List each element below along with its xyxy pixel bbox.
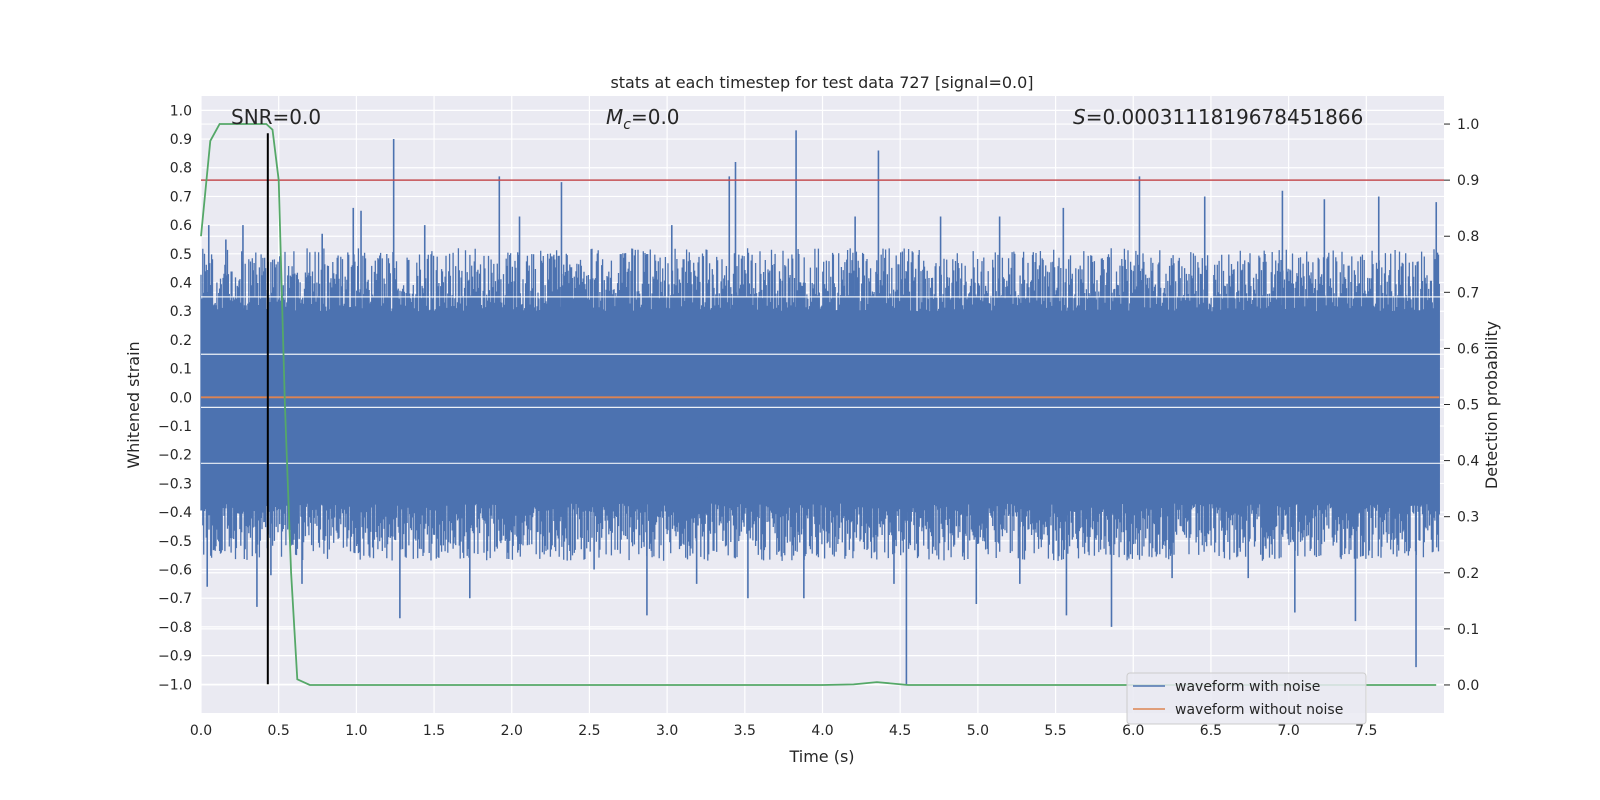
y2-tick-label: 0.0 xyxy=(1457,678,1479,694)
y-tick-label: 0.3 xyxy=(170,304,192,320)
y-tick-label: 0.9 xyxy=(170,132,192,148)
y-axis-label: Whitened strain xyxy=(124,341,143,468)
y-tick-label: 0.4 xyxy=(170,276,192,292)
x-tick-label: 0.0 xyxy=(190,723,212,739)
x-tick-label: 4.0 xyxy=(811,723,833,739)
y2-tick-label: 0.8 xyxy=(1457,229,1479,245)
y-tick-label: 0.2 xyxy=(170,333,192,349)
y-tick-label: 0.6 xyxy=(170,218,192,234)
x-tick-label: 7.0 xyxy=(1277,723,1299,739)
x-tick-label: 2.0 xyxy=(501,723,523,739)
y-tick-label: 0.5 xyxy=(170,247,192,263)
x-tick-label: 6.5 xyxy=(1200,723,1222,739)
s-value: =0.0003111819678451866 xyxy=(1086,105,1364,129)
y2-axis-label: Detection probability xyxy=(1482,321,1501,489)
x-tick-label: 4.5 xyxy=(889,723,911,739)
y-tick-label: −0.3 xyxy=(158,476,192,492)
y-tick-label: 1.0 xyxy=(170,103,192,119)
mc-symbol: M xyxy=(606,105,623,129)
x-tick-label: 3.5 xyxy=(734,723,756,739)
snr-annotation: SNR=0.0 xyxy=(231,105,321,129)
y-tick-label: −0.9 xyxy=(158,649,192,665)
x-tick-label: 0.5 xyxy=(268,723,290,739)
x-ticks: 0.0 0.5 1.0 1.5 2.0 2.5 3.0 3.5 4.0 4.5 5.0 5.5 6.0 6… xyxy=(190,723,1378,739)
y-tick-label: −0.5 xyxy=(158,534,192,550)
x-tick-label: 1.5 xyxy=(423,723,445,739)
y-tick-label: −0.1 xyxy=(158,419,192,435)
x-tick-label: 5.0 xyxy=(967,723,989,739)
x-tick-label: 6.0 xyxy=(1122,723,1144,739)
s-symbol: S xyxy=(1073,105,1086,129)
detection-probability-series xyxy=(200,123,1437,686)
y2-tick-label: 1.0 xyxy=(1457,117,1479,133)
noise-waveform-band xyxy=(201,334,1440,478)
mc-value: =0.0 xyxy=(631,105,680,129)
y-tick-label: −0.8 xyxy=(158,620,192,636)
legend-label-noise: waveform with noise xyxy=(1175,679,1320,695)
x-tick-label: 3.0 xyxy=(656,723,678,739)
y2-ticks: 1.0 0.9 0.8 0.7 0.6 0.5 0.4 0.3 0.2 0.1 0.0 xyxy=(1444,117,1479,694)
mc-subscript: c xyxy=(623,117,631,133)
y-tick-label: −0.4 xyxy=(158,505,192,521)
y2-tick-label: 0.1 xyxy=(1457,622,1479,638)
series-layer xyxy=(200,123,1444,686)
y2-tick-label: 0.4 xyxy=(1457,454,1479,470)
y-tick-label: −0.2 xyxy=(158,448,192,464)
y2-tick-label: 0.7 xyxy=(1457,285,1479,301)
y-tick-label: 0.7 xyxy=(170,189,192,205)
x-tick-label: 5.5 xyxy=(1044,723,1066,739)
y2-tick-label: 0.5 xyxy=(1457,398,1479,414)
y-tick-label: 0.1 xyxy=(170,362,192,378)
x-tick-label: 7.5 xyxy=(1355,723,1377,739)
legend-box xyxy=(1126,672,1367,725)
y-tick-label: 0.8 xyxy=(170,161,192,177)
s-annotation: S=0.0003111819678451866 xyxy=(1073,105,1363,129)
y2-tick-label: 0.2 xyxy=(1457,566,1479,582)
x-tick-label: 1.0 xyxy=(345,723,367,739)
y2-tick-label: 0.9 xyxy=(1457,173,1479,189)
x-tick-label: 2.5 xyxy=(578,723,600,739)
y2-tick-label: 0.6 xyxy=(1457,341,1479,357)
legend-label-clean: waveform without noise xyxy=(1175,702,1343,718)
chart-title: stats at each timestep for test data 727… xyxy=(610,73,1033,92)
y-ticks: 1.0 0.9 0.8 0.7 0.6 0.5 0.4 0.3 0.2 0.1 0.0 −0.1 −0.… xyxy=(158,103,192,693)
y2-tick-label: 0.3 xyxy=(1457,510,1479,526)
y-tick-label: 0.0 xyxy=(170,390,192,406)
legend: waveform with noise waveform without noi… xyxy=(1126,672,1367,725)
y-tick-label: −0.6 xyxy=(158,563,192,579)
x-axis-label: Time (s) xyxy=(788,747,854,766)
y-tick-label: −0.7 xyxy=(158,591,192,607)
y-tick-label: −1.0 xyxy=(158,677,192,693)
mc-annotation: Mc=0.0 xyxy=(606,105,680,133)
